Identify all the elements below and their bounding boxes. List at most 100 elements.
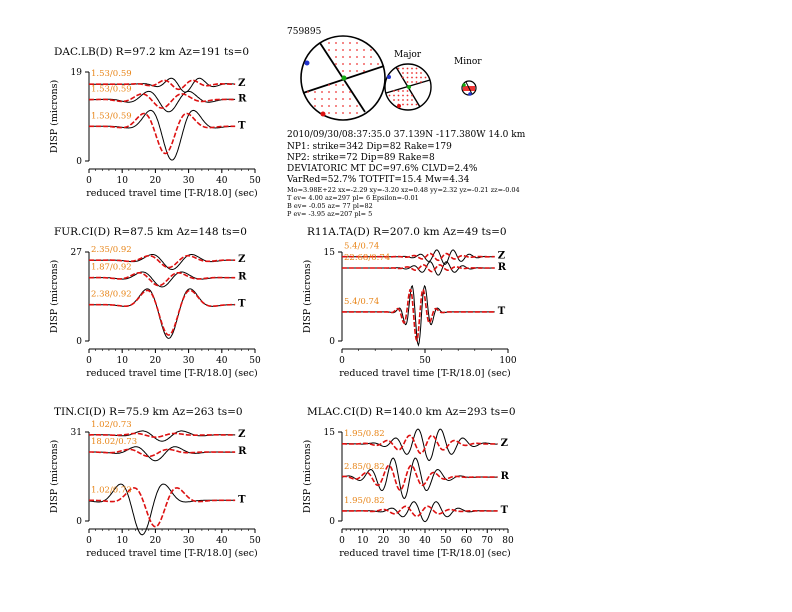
x-tick-label: 30 [399,536,411,546]
y-tick-label: 0 [76,337,82,347]
pressure-dot [328,49,330,51]
pressure-dot [377,63,379,65]
pressure-dot [328,42,330,44]
pressure-dot [415,67,418,70]
pressure-dot [335,105,337,107]
pressure-dot [411,67,413,70]
pressure-dot [406,90,409,92]
fit-annotation: 1.53/0.59 [91,111,132,121]
pressure-dot [406,99,409,101]
x-tick-label: 50 [440,536,452,546]
pressure-dot [314,98,316,100]
pressure-dot [342,91,344,93]
observed-trace-z [342,428,498,462]
pressure-dot [342,112,344,114]
pressure-dot [349,105,351,107]
pressure-dot [342,42,344,44]
component-label: Z [238,254,245,265]
waveform-panel: FUR.CI(D) R=87.5 km Az=148 ts=0 0 10 20 30 40… [49,226,261,379]
component-label: R [498,262,507,273]
pressure-dot [363,56,365,58]
x-tick-label: 50 [249,356,261,366]
np1-line: NP1: strike=342 Dip=82 Rake=179 [287,142,452,152]
pressure-dot [335,112,337,114]
x-axis-label: reduced travel time [T-R/18.0] (sec) [339,368,510,379]
pressure-dot [370,49,372,51]
pressure-dot [342,98,344,100]
x-tick-label: 40 [216,356,228,366]
x-tick-label: 20 [150,536,162,546]
pressure-dot [402,94,404,97]
pressure-dot [397,90,400,92]
origin-line: 2010/09/30/08:37:35.0 37.139N -117.380W … [287,130,526,140]
b-axis-marker [341,75,347,81]
x-tick-label: 20 [150,176,162,186]
x-tick-label: 30 [183,536,195,546]
synthetic-trace-r [89,448,236,458]
fit-annotation: 1.53/0.59 [91,69,132,79]
fit-annotation: 1.87/0.92 [91,263,132,273]
pressure-dot [402,67,404,70]
x-tick-label: 0 [339,536,345,546]
pressure-dot [356,49,358,51]
pressure-dot [328,105,330,107]
pressure-dot [356,70,358,72]
x-tick-label: 0 [86,356,92,366]
x-tick-label: 0 [339,356,345,366]
pressure-dot [415,72,418,74]
synthetic-trace-t [89,112,236,155]
pressure-dot [349,63,351,65]
pressure-dot [321,91,323,93]
fit-annotation: 2.35/0.92 [91,245,132,255]
observed-trace-t [88,483,236,536]
pressure-dot [411,94,413,97]
waveform-panel: DAC.LB(D) R=97.2 km Az=191 ts=0 0 10 20 30 40… [49,46,261,199]
pressure-dot [349,91,351,93]
x-tick-label: 100 [499,356,516,366]
pressure-dot [356,42,358,44]
pressure-dot [397,67,400,70]
x-tick-label: 50 [249,536,261,546]
b-axis-line: B ev= -0.05 az= 77 pl=82 [287,202,373,210]
component-label: T [238,299,246,310]
pressure-dot [420,81,422,83]
np2-line: NP2: strike=72 Dip=89 Rake=8 [287,153,435,163]
pressure-dot [335,42,337,44]
pressure-dot [335,49,337,51]
y-tick-label: 27 [71,248,83,258]
pressure-dots-main [307,42,379,114]
waveform-panel: TIN.CI(D) R=75.9 km Az=263 ts=0 0 10 20 30 40… [49,406,261,559]
pressure-dot [328,98,330,100]
fit-annotation: 2.38/0.92 [91,290,132,300]
y-tick-label: 31 [71,428,82,438]
synthetic-trace-z [342,252,495,262]
pressure-dot [328,84,330,86]
fit-annotation: 5.4/0.74 [344,297,379,307]
pressure-dot [415,81,418,83]
pressure-dot [307,91,309,93]
y-tick-label: 19 [71,68,83,78]
synthetic-trace-z [89,254,236,269]
x-tick-label: 10 [357,536,369,546]
x-axis-label: reduced travel time [T-R/18.0] (sec) [86,548,257,559]
fit-annotation: 2.85/0.82 [344,462,385,472]
synthetic-trace-z [89,432,236,438]
pressure-dot [388,94,391,97]
pressure-dot [424,76,427,79]
x-tick-label: 30 [183,356,195,366]
component-label: T [498,306,506,317]
y-tick-label: 0 [76,517,82,527]
t-axis-marker [304,60,310,66]
t-axis-marker-major [387,75,391,79]
pressure-dot [342,56,344,58]
component-label: T [238,120,246,131]
waveform-panel: R11A.TA(D) R=207.0 km Az=49 ts=0 0 50 100 0 1… [302,226,517,379]
y-axis-label: DISP (microns) [49,440,60,513]
pressure-dot [411,76,413,79]
x-tick-label: 20 [378,536,390,546]
x-tick-label: 10 [116,536,128,546]
pressure-dot [314,105,316,107]
pressure-dot [420,72,422,74]
component-label: T [501,505,509,516]
fit-annotation: 18.02/0.73 [91,437,137,447]
